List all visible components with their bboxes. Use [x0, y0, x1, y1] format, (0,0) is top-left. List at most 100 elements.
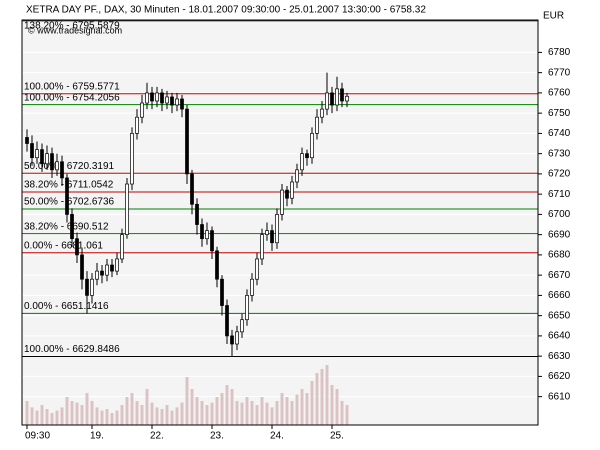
candle-body	[120, 234, 124, 260]
candle-body	[310, 133, 314, 159]
volume-bar	[225, 385, 229, 425]
y-tick-label: 6660	[548, 290, 571, 301]
y-tick-label: 6710	[548, 189, 571, 200]
volume-bar	[185, 377, 189, 425]
volume-bar	[300, 389, 304, 425]
candle-body	[110, 264, 114, 272]
y-tick-label: 6640	[548, 331, 571, 342]
candle-body	[180, 98, 184, 110]
y-tick-label: 6620	[548, 371, 571, 382]
volume-bar	[335, 389, 339, 425]
y-tick-label: 6650	[548, 310, 571, 321]
volume-bar	[245, 397, 249, 425]
volume-bar	[270, 407, 274, 425]
volume-bar	[345, 405, 349, 425]
y-tick-label: 6680	[548, 250, 571, 261]
volume-bar	[250, 401, 254, 425]
volume-bar	[55, 410, 59, 425]
volume-bar	[25, 401, 29, 425]
candle-body	[25, 137, 29, 144]
volume-bar	[275, 401, 279, 425]
volume-bar	[210, 402, 214, 425]
candle-body	[195, 203, 199, 225]
volume-bar	[75, 402, 79, 425]
volume-bar	[265, 402, 269, 425]
volume-bar	[230, 389, 234, 425]
candle-body	[340, 88, 344, 102]
y-tick-label: 6760	[548, 88, 571, 99]
candle-body	[55, 161, 59, 171]
volume-bar	[180, 402, 184, 425]
x-tick-label: 09:30	[25, 431, 50, 442]
volume-bar	[320, 369, 324, 425]
volume-bar	[330, 385, 334, 425]
y-tick-label: 6780	[548, 47, 571, 58]
candle-body	[85, 278, 89, 296]
level-label: 38.20% - 6690.512	[24, 221, 109, 232]
y-tick-label: 6610	[548, 391, 571, 402]
candle-body	[240, 319, 244, 333]
y-tick-label: 6700	[548, 209, 571, 220]
volume-bar	[220, 393, 224, 425]
level-label: 100.00% - 6759.5771	[24, 81, 120, 92]
y-tick-label: 6720	[548, 169, 571, 180]
candle-body	[100, 270, 104, 276]
volume-bar	[90, 401, 94, 425]
candle-body	[75, 238, 79, 256]
plot-frame	[21, 19, 539, 426]
candle-body	[65, 177, 69, 215]
candle-body	[220, 278, 224, 306]
candle-body	[105, 264, 109, 276]
volume-bar	[120, 405, 124, 425]
volume-bar	[290, 401, 294, 425]
volume-bar	[65, 397, 69, 425]
candle-body	[320, 108, 324, 118]
candle-body	[190, 173, 194, 205]
level-label: 38.20% - 6711.0542	[24, 180, 114, 191]
currency: EUR	[543, 11, 564, 22]
y-tick-label: 6740	[548, 128, 571, 139]
candle-body	[295, 169, 299, 183]
volume-bar	[45, 409, 49, 425]
level-label: 100.00% - 6754.2056	[24, 92, 120, 103]
y-tick-label: 6690	[548, 229, 571, 240]
level-label: 0.00% - 6681.061	[24, 240, 103, 251]
volume-bar	[175, 407, 179, 425]
candle-body	[40, 149, 44, 165]
candle-body	[235, 331, 239, 345]
candle-body	[175, 98, 179, 106]
volume-bar	[60, 407, 64, 425]
x-tick-label: 24.	[270, 431, 284, 442]
plot-background	[22, 20, 538, 425]
candle-body	[250, 278, 254, 296]
candle-body	[160, 92, 164, 104]
volume-bar	[310, 381, 314, 425]
volume-bar	[240, 402, 244, 425]
candle-body	[45, 153, 49, 165]
volume-bar	[255, 405, 259, 425]
volume-bar	[260, 397, 264, 425]
volume-bar	[215, 397, 219, 425]
level-label: 50.00% - 6702.6736	[24, 197, 115, 208]
volume-bar	[70, 401, 74, 425]
y-tick-label: 6770	[548, 67, 571, 78]
volume-bar	[145, 389, 149, 425]
volume-bar	[100, 410, 104, 425]
candle-body	[245, 295, 249, 321]
volume-bar	[130, 393, 134, 425]
credit: © www.tradesignal.com	[28, 25, 122, 35]
volume-bar	[235, 401, 239, 425]
y-tick-label: 6630	[548, 351, 571, 362]
volume-bar	[115, 410, 119, 425]
volume-bar	[35, 410, 39, 425]
y-tick-label: 6670	[548, 270, 571, 281]
candle-body	[335, 88, 339, 106]
volume-bar	[205, 405, 209, 425]
candle-body	[165, 96, 169, 104]
x-tick-label: 22.	[150, 431, 164, 442]
candle-body	[330, 92, 334, 106]
candle-body	[35, 149, 39, 159]
candle-body	[305, 153, 309, 159]
candle-body	[300, 153, 304, 171]
